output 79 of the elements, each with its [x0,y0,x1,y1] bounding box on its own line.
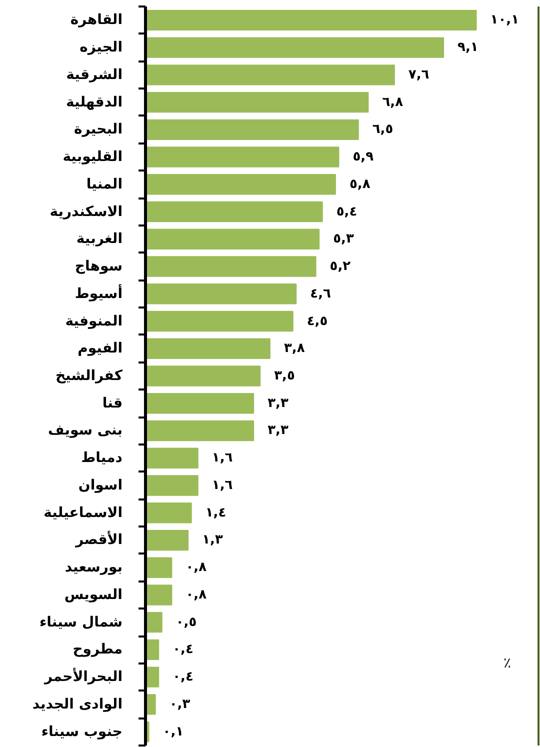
bar [146,146,340,168]
data-label: ٥,٤ [336,204,358,220]
data-label: ١,٦ [212,478,233,493]
bar [146,584,172,606]
bar [146,393,254,414]
bar [146,502,192,524]
data-label: ٣,٣ [268,423,288,438]
y-tick-label: دمياط [81,450,123,466]
data-label: ٠,٨ [186,560,207,576]
bar [146,119,359,140]
bar [146,256,316,277]
bar [146,92,369,113]
data-label: ٥,٢ [330,259,351,274]
bar [146,612,162,633]
data-label: ٥,٩ [352,150,374,165]
data-label: ٥,٨ [349,176,370,192]
bar [146,338,270,359]
y-tick-label: الدقهلية [66,94,123,110]
y-tick-label: الاسكندرية [50,204,123,220]
data-label: ١,٤ [205,505,226,520]
y-tick-label: اسوان [78,477,122,494]
y-tick-label: البحرالأحمر [44,667,123,686]
y-tick-label: الأقصر [74,530,123,548]
y-tick-label: شمال سيناء [39,614,123,630]
data-label: ٤,٥ [306,314,328,329]
y-tick-label: بورسعيد [64,560,123,576]
y-tick-label: المنيا [86,176,123,192]
y-tick-label: القاهرة [70,12,123,28]
data-label: ٩,١ [458,40,478,56]
y-tick-label: الغربية [76,231,123,248]
data-label: ٠,٨ [186,587,207,602]
y-tick-label: كفرالشيخ [55,368,124,384]
data-label: ٠,١ [162,724,184,740]
y-tick-label: قنا [102,395,122,412]
data-label: ٧,٦ [408,67,430,82]
data-label: ٥,٣ [333,232,354,247]
annotation: ٪ [503,655,511,672]
data-label: ٣,٣ [268,396,288,411]
y-tick-label: الفيوم [78,340,123,357]
bar [146,201,323,222]
y-tick-label: جنوب سيناء [41,724,123,740]
bar [146,228,320,250]
bar [146,37,444,58]
data-label: ١,٣ [202,532,223,548]
y-tick-label: بنى سويف [48,422,122,439]
bar [146,530,189,551]
bar [146,420,254,442]
y-tick-label: الاسماعيلية [44,504,123,521]
bar [146,666,160,688]
bar [146,310,294,332]
data-label: ٠,٤ [172,670,194,685]
y-tick-label: سوهاج [74,258,123,275]
data-label: ٦,٥ [372,122,394,138]
y-tick-label: القليوبية [62,149,123,166]
data-label: ٣,٥ [274,368,295,384]
bar [146,64,395,86]
bar [146,557,172,578]
y-tick-label: الوادى الجديد [32,696,123,712]
y-tick-label: السويس [64,586,123,603]
data-label: ٦,٨ [382,94,404,110]
data-label: ٠,٥ [176,614,197,630]
bar [146,10,477,31]
y-tick-label: البحيرة [74,122,123,138]
data-label: ١٠,١ [490,12,520,28]
data-label: ٤,٦ [310,286,332,302]
data-label: ١,٦ [212,450,233,466]
data-label: ٠,٤ [172,642,194,658]
bar [146,284,297,304]
data-label: ٣,٨ [284,341,305,356]
bar [146,448,198,468]
bar [146,366,261,386]
bar [146,174,336,195]
y-tick-label: الشرقية [66,66,123,83]
bar [146,475,198,496]
y-tick-label: المنوفية [65,313,123,330]
y-tick-label: الجيزه [80,40,123,56]
y-tick-label: أسيوط [74,284,123,302]
y-tick-label: مطروح [72,642,123,658]
data-label: ٠,٣ [169,696,190,712]
